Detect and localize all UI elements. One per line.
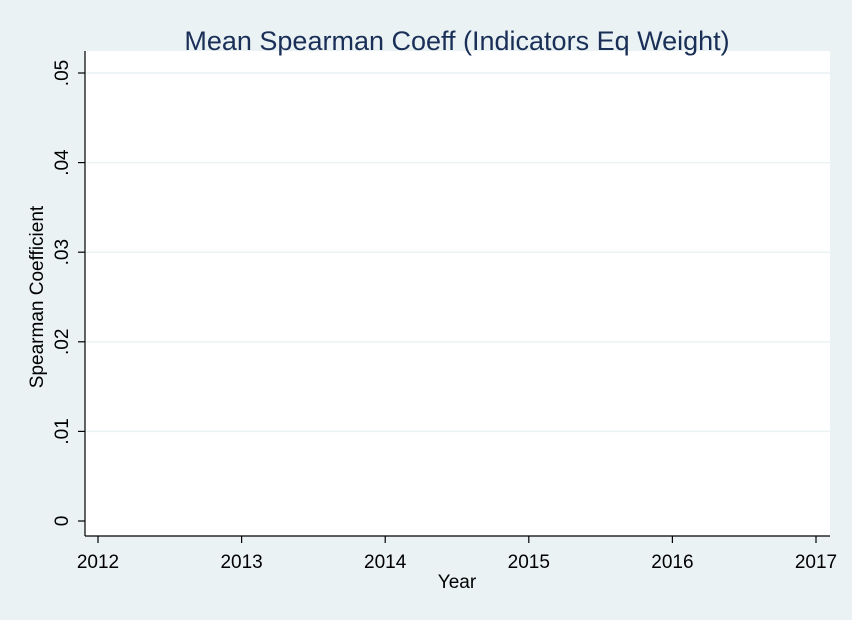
y-tick-label-0: 0	[52, 516, 73, 527]
y-tick-label-5: .05	[52, 60, 73, 86]
y-axis-ticks: 0 .01 .02 .03 .04 .05	[52, 60, 85, 527]
y-tick-label-1: .01	[52, 418, 73, 444]
y-axis-title: Spearman Coefficient	[27, 205, 48, 388]
chart-title: Mean Spearman Coeff (Indicators Eq Weigh…	[184, 26, 729, 56]
y-tick-label-4: .04	[52, 149, 73, 176]
x-tick-label-1: 2013	[220, 552, 262, 573]
x-tick-label-2: 2014	[364, 552, 407, 573]
x-axis-title: Year	[438, 572, 477, 593]
x-tick-label-3: 2015	[508, 552, 550, 573]
x-tick-label-4: 2016	[651, 552, 693, 573]
x-tick-label-0: 2012	[77, 552, 119, 573]
y-tick-label-3: .03	[52, 239, 73, 265]
plot-area	[85, 51, 830, 536]
x-tick-label-5: 2017	[795, 552, 837, 573]
y-tick-label-2: .02	[52, 329, 73, 355]
x-axis-ticks: 2012 2013 2014 2015 2016 2017	[77, 536, 837, 573]
grid-lines	[85, 72, 830, 433]
